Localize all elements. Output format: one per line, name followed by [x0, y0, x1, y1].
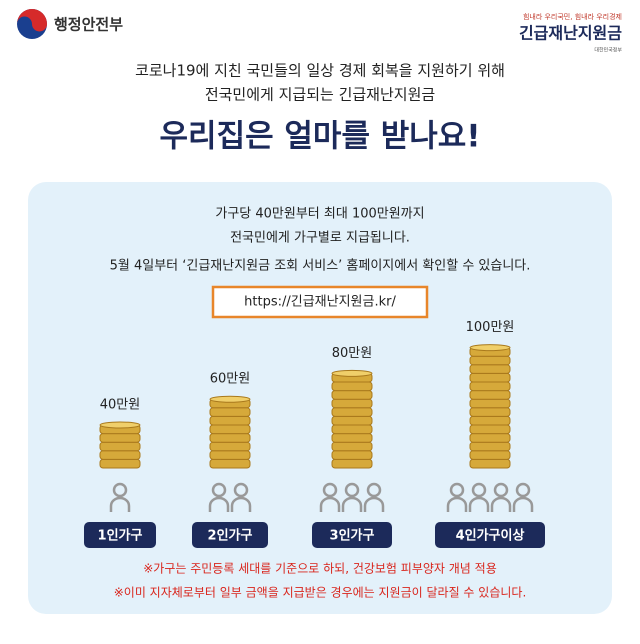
coin [469, 372, 511, 383]
people-icon [446, 482, 534, 512]
household-badge [192, 522, 268, 548]
person-body [512, 496, 534, 512]
coin [469, 424, 511, 435]
coin [209, 441, 251, 452]
household: 4인가구이상 [456, 528, 525, 544]
person-head [493, 482, 509, 498]
person-head [515, 482, 531, 498]
coin [469, 458, 511, 469]
intro-line: 전국민에게 지급되는 긴급재난지원금 [205, 86, 436, 104]
coin-top [209, 395, 251, 403]
person-body [446, 496, 468, 512]
person-head [233, 482, 249, 498]
coin [331, 390, 373, 400]
amount: 60만원 [210, 372, 250, 387]
coin [331, 398, 373, 409]
people-icon [109, 482, 131, 512]
coin [469, 433, 511, 443]
coin [209, 415, 251, 426]
person-body [468, 496, 490, 512]
coin [331, 415, 373, 426]
panel-line: 가구당 40만원부터 최대 100만원까지 [215, 207, 424, 222]
household-badge [435, 522, 545, 548]
note: ※이미 지자체로부터 일부 금액을 지급받은 경우에는 지원금이 달라질 수 있… [114, 586, 527, 600]
coin [469, 441, 511, 452]
people-icon [319, 482, 385, 512]
coin [331, 424, 373, 435]
coin [209, 433, 251, 443]
amount: 40만원 [100, 398, 140, 413]
person-body [490, 496, 512, 512]
coin [209, 407, 251, 417]
person-head [112, 482, 128, 498]
person-head [449, 482, 465, 498]
household-badge [84, 522, 156, 548]
person-body [208, 496, 230, 512]
people-icon [208, 482, 252, 512]
coin [469, 450, 511, 460]
coin [209, 458, 251, 469]
coin-top [331, 369, 373, 377]
coin [469, 398, 511, 409]
coin [469, 381, 511, 392]
household-badge [312, 522, 392, 548]
amount: 100만원 [466, 320, 515, 335]
ministry-logo [17, 9, 47, 39]
coin [99, 433, 141, 443]
household: 3인가구 [330, 528, 375, 544]
coin [99, 450, 141, 460]
intro-line: 코로나19에 지친 국민들의 일상 경제 회복을 지원하기 위해 [135, 62, 505, 80]
person-body [341, 496, 363, 512]
coin [331, 407, 373, 417]
person-head [366, 482, 382, 498]
person-body [230, 496, 252, 512]
person-head [322, 482, 338, 498]
coin [469, 390, 511, 400]
amount: 80만원 [332, 346, 372, 361]
coin [331, 450, 373, 460]
panel-line: 전국민에게 가구별로 지급됩니다. [230, 231, 410, 246]
coin [99, 458, 141, 469]
person-head [471, 482, 487, 498]
coin-stack [331, 369, 373, 469]
household: 1인가구 [98, 528, 143, 544]
person-body [363, 496, 385, 512]
coin [99, 441, 141, 452]
ministry-name: 행정안전부 [54, 16, 123, 34]
house-icon [546, 148, 604, 184]
coin-stack [99, 421, 141, 469]
coin [331, 381, 373, 392]
note: ※가구는 주민등록 세대를 기준으로 하되, 건강보험 피부양자 개념 적용 [143, 562, 497, 576]
coin-top [99, 421, 141, 429]
coin [331, 433, 373, 443]
coin [469, 364, 511, 374]
coin-top [469, 344, 511, 352]
url[interactable]: https://긴급재난지원금.kr/ [244, 295, 396, 310]
url-box [211, 285, 429, 319]
person-body [109, 496, 131, 512]
government: 대한민국정부 [594, 47, 622, 54]
coin [469, 355, 511, 366]
person-head [344, 482, 360, 498]
title: 우리집은 얼마를 받나요! [160, 119, 481, 155]
slogan: 힘내라 우리국민, 힘내라 우리경제 [523, 12, 622, 21]
coin [331, 458, 373, 469]
coin [209, 424, 251, 435]
brand: 긴급재난지원금 [519, 24, 622, 43]
person-body [319, 496, 341, 512]
coin [331, 441, 373, 452]
coin-stack [469, 344, 511, 469]
coin [469, 415, 511, 426]
household: 2인가구 [208, 528, 253, 544]
person-head [211, 482, 227, 498]
coin [469, 407, 511, 417]
panel-line: 5월 4일부터 ‘긴급재난지원금 조회 서비스’ 홈페이지에서 확인할 수 있습… [110, 259, 531, 274]
coin-stack [209, 395, 251, 469]
coin [209, 450, 251, 460]
